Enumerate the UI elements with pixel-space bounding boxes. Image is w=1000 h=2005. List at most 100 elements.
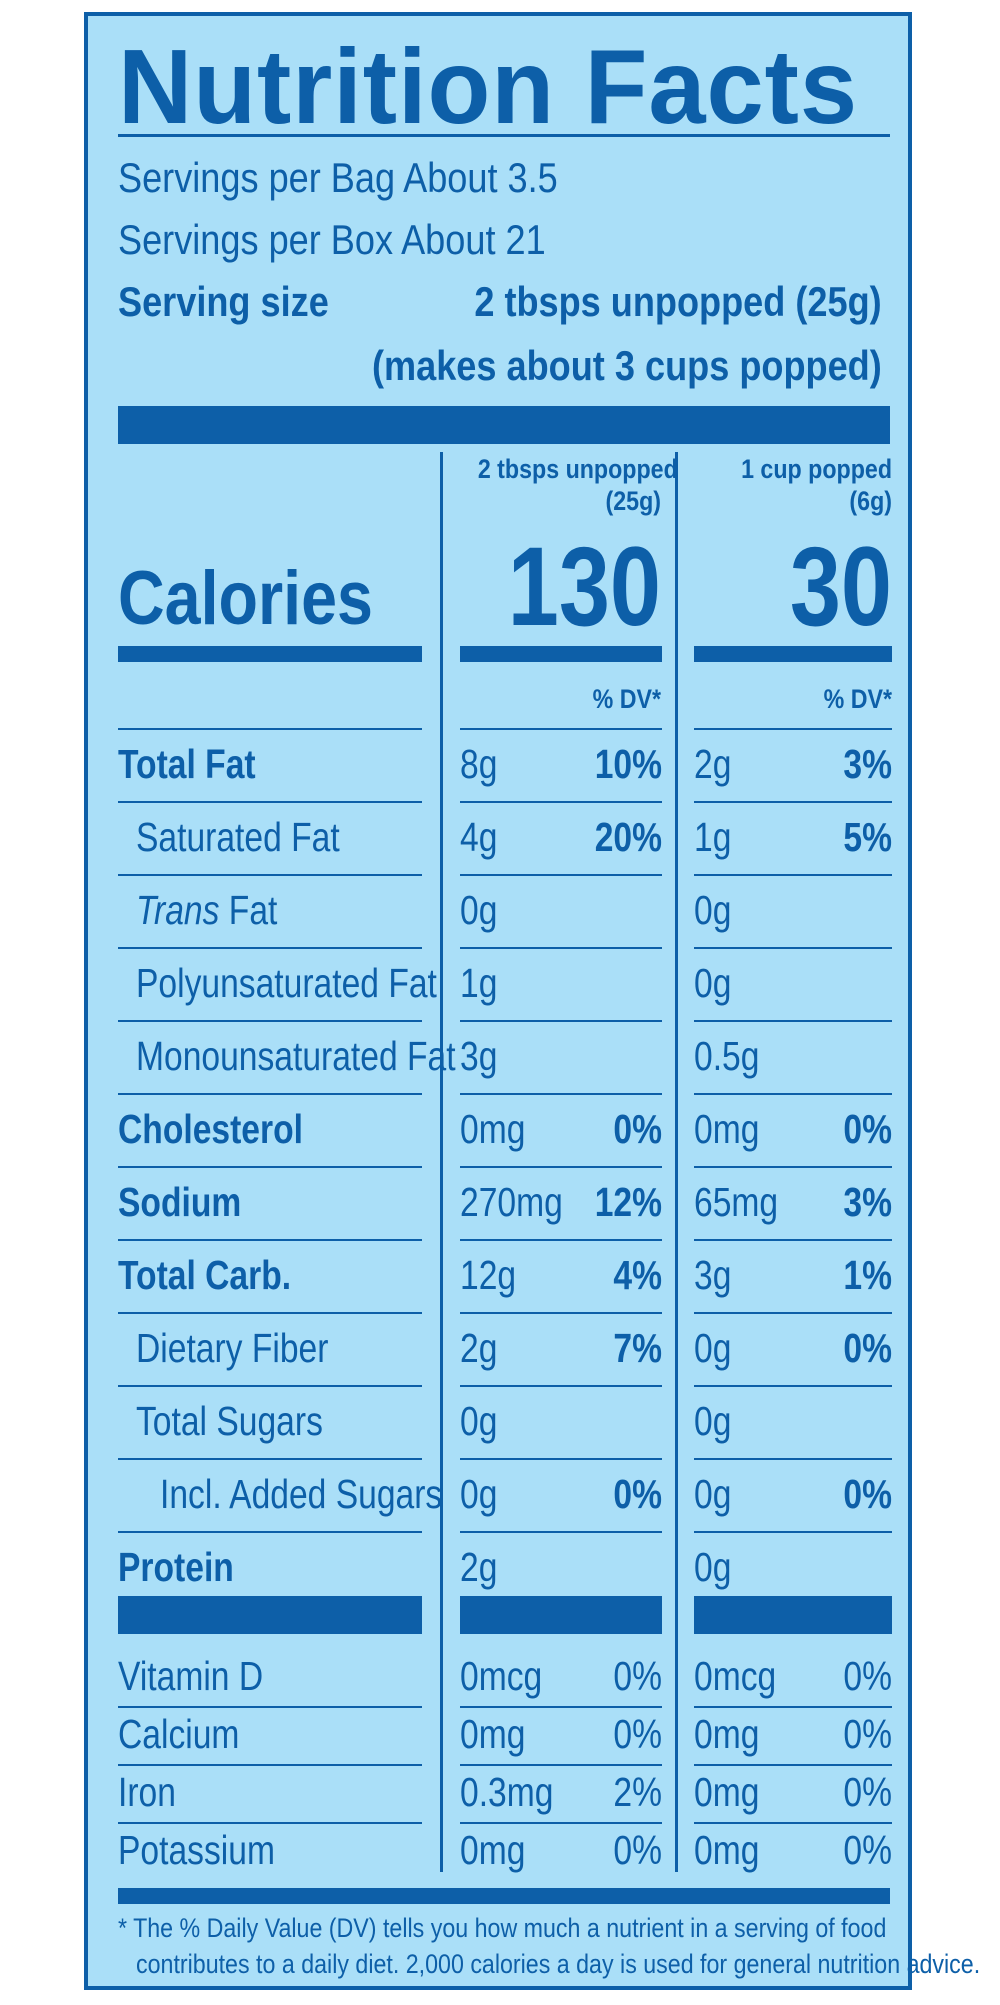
- row-rule-label: [118, 874, 422, 876]
- vitamin-label: Potassium: [118, 1827, 275, 1873]
- col1-header-line2: (25g): [605, 486, 661, 516]
- nutrient-amount-col1: 270mg: [460, 1179, 563, 1225]
- nutrient-amount-col1: 12g: [460, 1252, 517, 1298]
- nutrient-label: Protein: [118, 1547, 234, 1588]
- nutrient-amount-col2: 0g: [694, 1471, 732, 1517]
- dv-header-col1: % DV*: [592, 684, 661, 714]
- nutrient-amount-col2: 3g: [694, 1252, 732, 1298]
- vitamin-rule-label: [118, 1822, 422, 1824]
- nutrient-amount-col2: 2g: [694, 741, 732, 787]
- nutrient-amount-col2: 0.5g: [694, 1033, 760, 1079]
- vitamin-amount-col2: 0mg: [694, 1711, 760, 1757]
- nutrient-label-text: Incl. Added Sugars: [160, 1471, 443, 1517]
- title-rule: [118, 134, 890, 137]
- vitamin-amount-col2: 0mg: [694, 1827, 760, 1873]
- nutrient-label-text: Monounsaturated Fat: [136, 1033, 456, 1079]
- vitamin-bar-col1: [460, 1596, 662, 1634]
- row-rule-col2: [694, 1385, 892, 1387]
- nutrient-amount-col1: 0g: [460, 1398, 498, 1444]
- footnote-line1: * The % Daily Value (DV) tells you how m…: [118, 1913, 887, 1943]
- nutrient-label: Monounsaturated Fat: [136, 1036, 456, 1077]
- row-rule-col1: [460, 728, 662, 730]
- nutrient-dv-col1: 4%: [613, 1252, 662, 1298]
- nutrient-label: Trans Fat: [136, 890, 277, 931]
- nutrient-label: Sodium: [118, 1182, 241, 1223]
- nutrient-label-text: Cholesterol: [118, 1106, 303, 1152]
- col1-header-line1: 2 tbsps unpopped: [477, 454, 678, 484]
- vitamin-amount-col1: 0mg: [460, 1711, 526, 1757]
- vitamin-dv-col1: 2%: [613, 1769, 662, 1815]
- vitamin-rule-col2: [694, 1822, 892, 1824]
- serving-size-note: (makes about 3 cups popped): [372, 342, 882, 389]
- row-rule-col2: [694, 1312, 892, 1314]
- nutrient-amount-col2: 65mg: [694, 1179, 779, 1225]
- nutrient-label-text: Sodium: [118, 1179, 242, 1225]
- nutrient-dv-col2: 1%: [843, 1252, 892, 1298]
- row-rule-label: [118, 1239, 422, 1241]
- nutrient-amount-col1: 2g: [460, 1544, 498, 1590]
- vitamin-amount-col2: 0mg: [694, 1769, 760, 1815]
- vitamin-dv-col1: 0%: [613, 1827, 662, 1873]
- calories-bar-col2: [694, 646, 892, 662]
- row-rule-col1: [460, 874, 662, 876]
- vitamin-dv-col2: 0%: [843, 1827, 892, 1873]
- row-rule-col2: [694, 1093, 892, 1095]
- calories-value-col2: 30: [789, 524, 892, 649]
- nutrient-label-italic: Trans: [136, 887, 220, 933]
- nutrient-amount-col1: 0g: [460, 887, 498, 933]
- nutrient-label: Cholesterol: [118, 1109, 303, 1150]
- nutrient-amount-col1: 0g: [460, 1471, 498, 1517]
- nutrient-dv-col1: 0%: [613, 1106, 662, 1152]
- row-rule-col2: [694, 874, 892, 876]
- calories-label: Calories: [118, 556, 373, 641]
- row-rule-label: [118, 1166, 422, 1168]
- row-rule-label: [118, 1385, 422, 1387]
- nutrient-amount-col2: 0mg: [694, 1106, 760, 1152]
- row-rule-label: [118, 1531, 422, 1533]
- serving-size-value: 2 tbsps unpopped (25g): [474, 278, 882, 325]
- nutrient-label: Total Fat: [118, 744, 256, 785]
- calories-value-col1: 130: [507, 524, 661, 649]
- row-rule-col1: [460, 1020, 662, 1022]
- nutrient-amount-col1: 8g: [460, 741, 498, 787]
- nutrient-label-text: Polyunsaturated Fat: [136, 960, 437, 1006]
- nutrient-amount-col2: 0g: [694, 887, 732, 933]
- vitamin-bar-label: [118, 1596, 422, 1634]
- nutrient-amount-col2: 0g: [694, 1325, 732, 1371]
- nutrient-dv-col2: 3%: [843, 1179, 892, 1225]
- serving-size-label: Serving size: [118, 278, 329, 325]
- nutrient-dv-col1: 7%: [613, 1325, 662, 1371]
- vitamin-amount-col1: 0mcg: [460, 1653, 543, 1699]
- row-rule-col1: [460, 1385, 662, 1387]
- vitamin-amount-col1: 0.3mg: [460, 1769, 554, 1815]
- vitamin-label: Vitamin D: [118, 1653, 264, 1699]
- row-rule-col2: [694, 728, 892, 730]
- nutrient-label-text: Total Sugars: [136, 1398, 323, 1444]
- row-rule-label: [118, 1020, 422, 1022]
- nutrient-amount-col2: 0g: [694, 1544, 732, 1590]
- row-rule-label: [118, 801, 422, 803]
- vitamin-dv-col1: 0%: [613, 1711, 662, 1757]
- vitamin-rule-col1: [460, 1822, 662, 1824]
- nutrient-label: Total Carb.: [118, 1255, 291, 1296]
- footnote-line2: contributes to a daily diet. 2,000 calor…: [136, 1949, 981, 1979]
- vitamin-rule-label: [118, 1706, 422, 1708]
- row-rule-col2: [694, 1239, 892, 1241]
- nutrient-amount-col2: 1g: [694, 814, 732, 860]
- nutrient-dv-col2: 0%: [843, 1471, 892, 1517]
- row-rule-label: [118, 1093, 422, 1095]
- nutrient-label-text: Total Carb.: [118, 1252, 292, 1298]
- nutrient-label-text: Fat: [219, 887, 278, 933]
- nutrient-label: Dietary Fiber: [136, 1328, 328, 1369]
- row-rule-col1: [460, 1239, 662, 1241]
- row-rule-col1: [460, 1531, 662, 1533]
- calories-bar-label: [118, 646, 422, 662]
- row-rule-col2: [694, 1458, 892, 1460]
- nutrient-label: Saturated Fat: [136, 817, 340, 858]
- nutrient-dv-col2: 0%: [843, 1325, 892, 1371]
- servings-per-bag: Servings per Bag About 3.5: [118, 154, 558, 201]
- row-rule-label: [118, 1458, 422, 1460]
- vitamin-label: Calcium: [118, 1711, 240, 1757]
- row-rule-col1: [460, 801, 662, 803]
- thick-divider-bottom: [118, 1888, 890, 1904]
